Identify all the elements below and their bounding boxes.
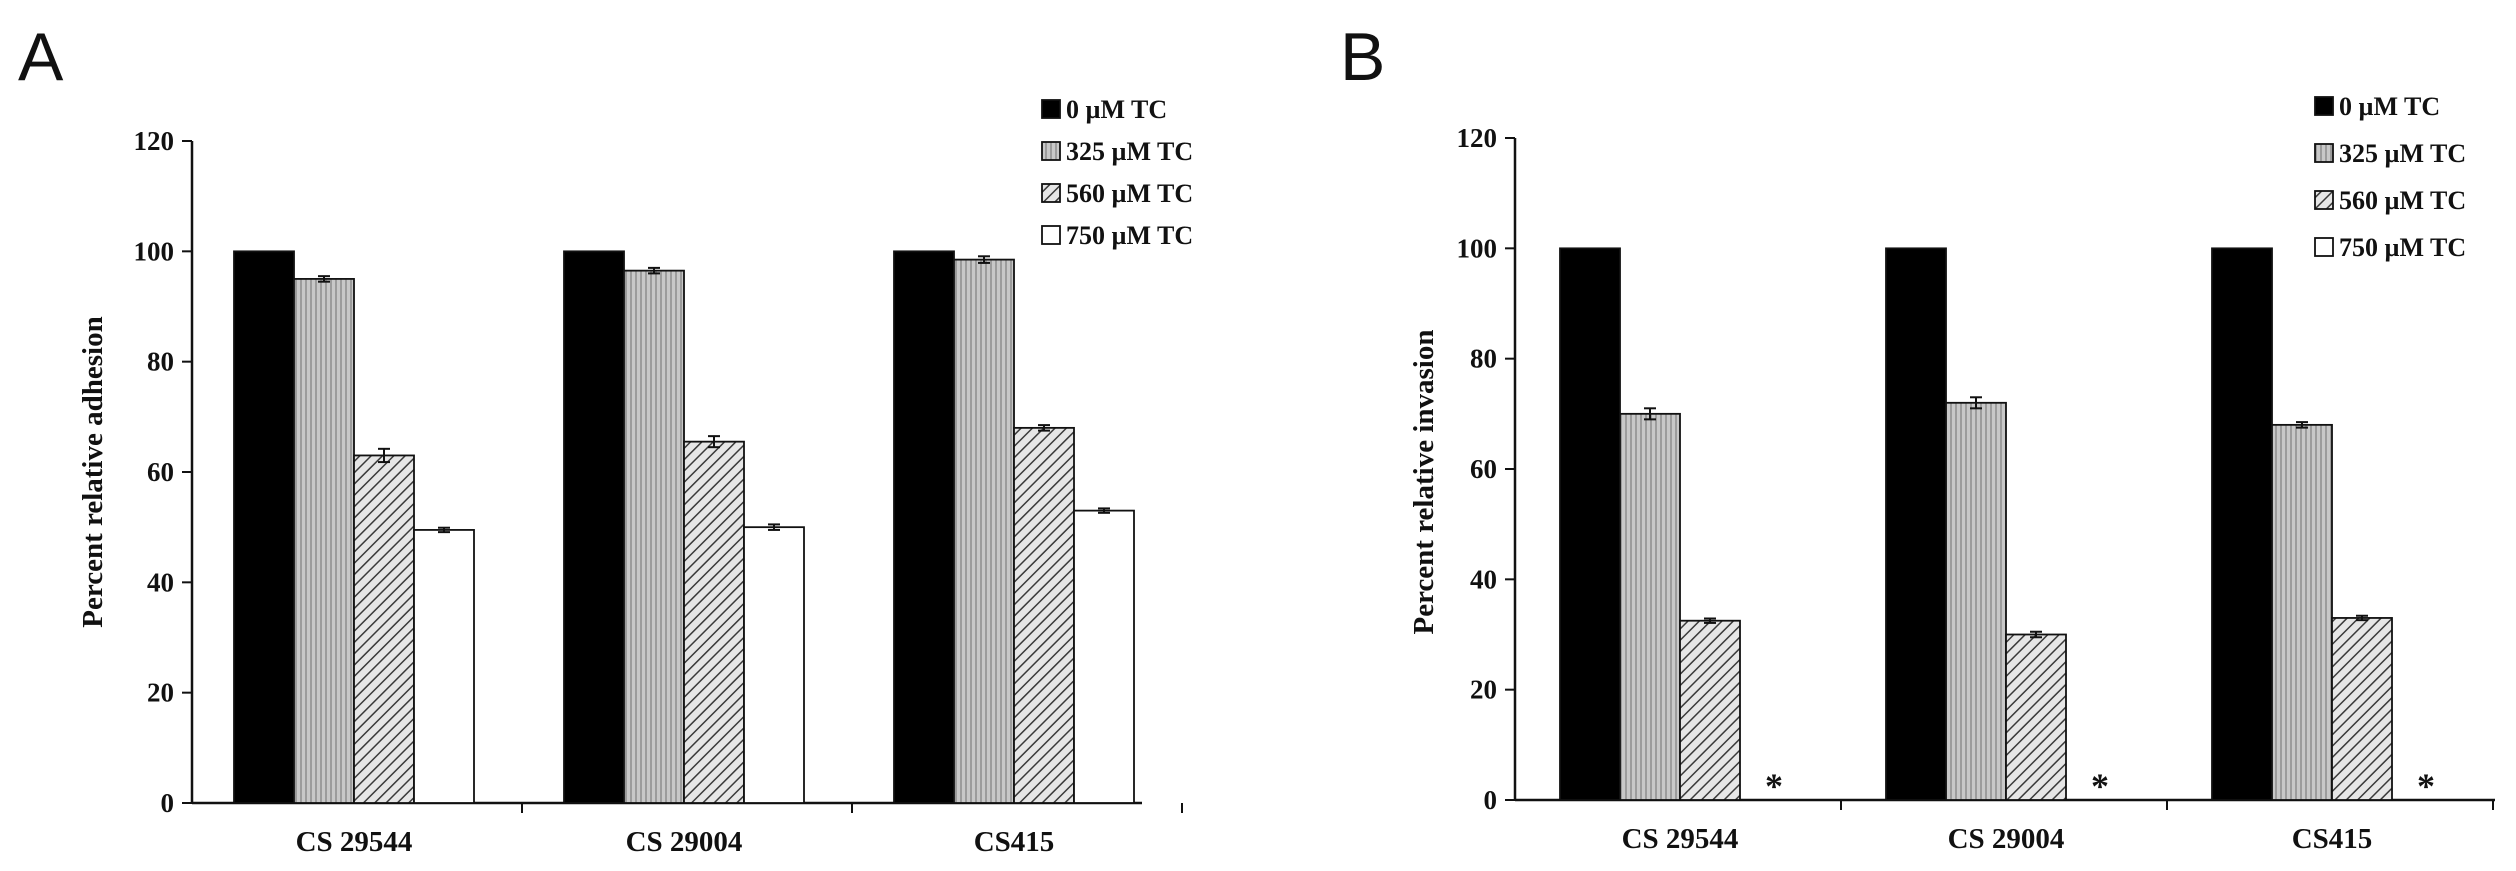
panel-a-legend-swatch-0-m-tc <box>1041 99 1061 119</box>
panel-b-bar-cs-29544-325-m-tc <box>1619 412 1681 801</box>
panel-b-bar-cs-29544-0-m-tc <box>1559 247 1621 801</box>
panel-b-legend-swatch-750-m-tc <box>2314 237 2334 257</box>
panel-b-legend-label-325-m-tc: 325 µM TC <box>2339 139 2466 168</box>
panel-b-category-label-cs415: CS415 <box>2292 823 2373 855</box>
panel-a-bar-cs415-560-m-tc <box>1013 426 1075 804</box>
panel-a-legend-label-325-m-tc: 325 µM TC <box>1066 137 1193 166</box>
panel-a-ytick-label-60: 60 <box>147 457 174 487</box>
panel-b-ytick-label-120: 120 <box>1457 123 1498 153</box>
panel-b-legend-label-560-m-tc: 560 µM TC <box>2339 186 2466 215</box>
panel-b-legend-swatch-325-m-tc <box>2314 143 2334 163</box>
panel-a-bar-cs415-750-m-tc <box>1073 509 1135 804</box>
panel-a-letter: A <box>18 19 64 95</box>
panel-a-ytick-label-20: 20 <box>147 678 174 708</box>
panel-b-ytick-label-0: 0 <box>1484 785 1498 815</box>
panel-b-ytick-label-100: 100 <box>1457 233 1498 263</box>
panel-b-bar-cs-29004-0-m-tc <box>1885 247 1947 801</box>
panel-a-bar-cs-29004-560-m-tc <box>683 440 745 804</box>
panel-a-bar-cs-29544-0-m-tc <box>233 250 295 804</box>
panel-a-ytick-label-0: 0 <box>161 788 175 818</box>
panel-a-bar-cs-29544-560-m-tc <box>353 454 415 804</box>
panel-b-bar-cs-29544-560-m-tc <box>1679 619 1741 801</box>
panel-b-legend-swatch-0-m-tc <box>2314 96 2334 116</box>
panel-b-ytick-label-20: 20 <box>1470 675 1497 705</box>
panel-a-legend-label-560-m-tc: 560 µM TC <box>1066 179 1193 208</box>
panel-a-legend-label-750-m-tc: 750 µM TC <box>1066 221 1193 250</box>
panel-b-ytick-label-80: 80 <box>1470 344 1497 374</box>
panel-a-ytick-label-80: 80 <box>147 347 174 377</box>
panel-a-legend-swatch-750-m-tc <box>1041 225 1061 245</box>
panel-a-bar-cs415-0-m-tc <box>893 250 955 804</box>
panel-a-legend-swatch-560-m-tc <box>1041 183 1061 203</box>
panel-a-bar-cs-29544-750-m-tc <box>413 529 475 804</box>
panel-a-bar-cs-29004-750-m-tc <box>743 526 805 804</box>
panel-b-y-axis-title: Percent relative invasion <box>1408 330 1440 635</box>
panel-b-annotation-cs415: * <box>2417 766 2435 806</box>
panel-b-category-label-cs-29004: CS 29004 <box>1948 823 2065 855</box>
panel-b-bar-cs415-560-m-tc <box>2331 617 2393 801</box>
panel-a-category-label-cs-29004: CS 29004 <box>626 826 743 858</box>
panel-a-bar-cs415-325-m-tc <box>953 258 1015 804</box>
panel-b-ytick-label-40: 40 <box>1470 564 1497 594</box>
panel-b-bar-cs415-325-m-tc <box>2271 423 2333 801</box>
panel-a-bar-cs-29544-325-m-tc <box>293 278 355 804</box>
panel-b-legend-label-750-m-tc: 750 µM TC <box>2339 233 2466 262</box>
panel-a-ytick-label-120: 120 <box>134 126 175 156</box>
panel-a-legend-swatch-325-m-tc <box>1041 141 1061 161</box>
panel-a-category-label-cs415: CS415 <box>974 826 1055 858</box>
panel-a-legend-label-0-m-tc: 0 µM TC <box>1066 95 1167 124</box>
panel-b-annotation-cs-29544: * <box>1765 766 1783 806</box>
panel-a-category-label-cs-29544: CS 29544 <box>296 826 413 858</box>
panel-b-bar-cs415-0-m-tc <box>2211 247 2273 801</box>
panel-a-bar-cs-29004-0-m-tc <box>563 250 625 804</box>
panel-a-ytick-label-40: 40 <box>147 567 174 597</box>
panel-b-ytick-label-60: 60 <box>1470 454 1497 484</box>
panel-b-bar-cs-29004-325-m-tc <box>1945 401 2007 801</box>
panel-b-letter: B <box>1340 19 1385 95</box>
panel-b-legend-swatch-560-m-tc <box>2314 190 2334 210</box>
panel-b-legend-label-0-m-tc: 0 µM TC <box>2339 92 2440 121</box>
panel-a-ytick-label-100: 100 <box>134 236 175 266</box>
panel-a-bar-cs-29004-325-m-tc <box>623 269 685 804</box>
panel-a-y-axis-title: Percent relative adhesion <box>77 316 109 627</box>
panel-b: B 0 20 40 60 80 100 120 Percent relative invasio… <box>1340 19 2495 855</box>
panel-a: A 0 20 40 60 80 100 120 Percent relative adhesio… <box>18 19 1193 858</box>
panel-b-bar-cs-29004-560-m-tc <box>2005 633 2067 801</box>
panel-b-category-label-cs-29544: CS 29544 <box>1622 823 1739 855</box>
panel-b-annotation-cs-29004: * <box>2091 766 2109 806</box>
